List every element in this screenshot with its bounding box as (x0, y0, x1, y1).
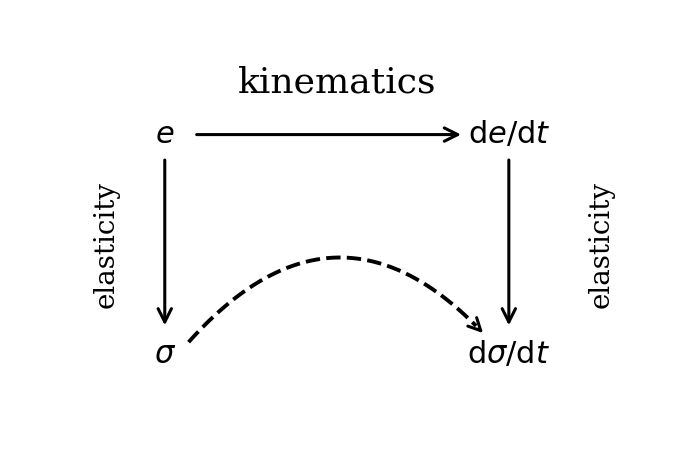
Text: elasticity: elasticity (93, 181, 120, 308)
Text: $\sigma$: $\sigma$ (154, 339, 176, 370)
Text: $\mathrm{d}\sigma/\mathrm{d}t$: $\mathrm{d}\sigma/\mathrm{d}t$ (467, 339, 550, 370)
Text: elasticity: elasticity (588, 181, 615, 308)
Text: $e$: $e$ (155, 119, 174, 150)
Text: kinematics: kinematics (238, 65, 436, 99)
Text: $\mathrm{d}e/\mathrm{d}t$: $\mathrm{d}e/\mathrm{d}t$ (467, 119, 550, 150)
